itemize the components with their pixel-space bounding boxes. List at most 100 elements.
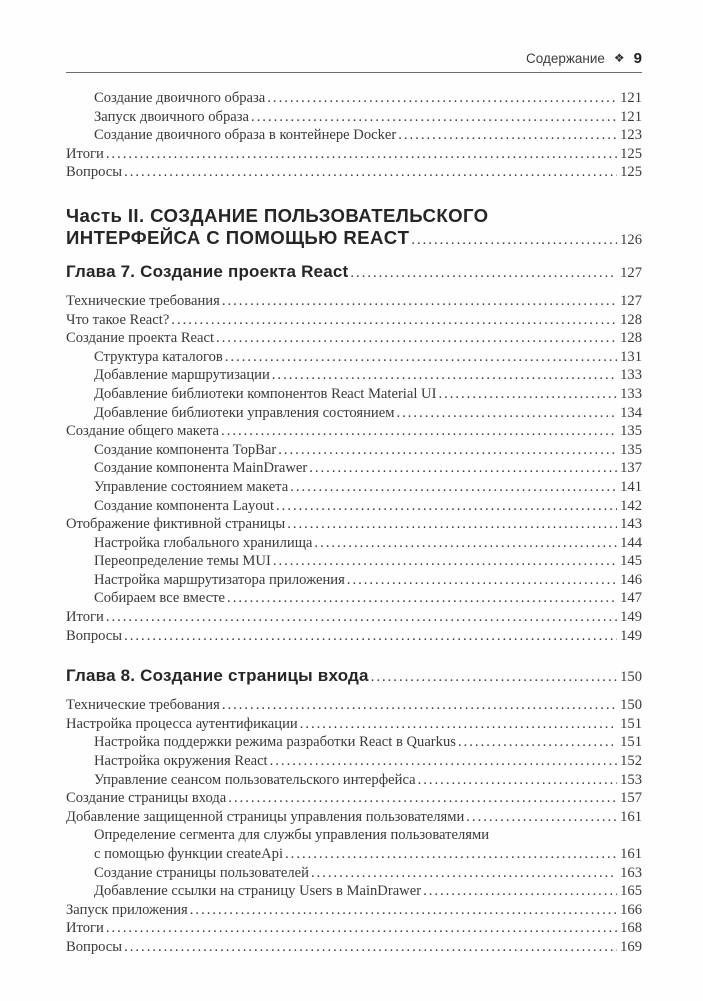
- dot-leader: [124, 627, 617, 646]
- toc-row: Что такое React? 128: [66, 311, 642, 330]
- toc-entry-page-number: 168: [620, 920, 642, 937]
- dot-leader: [466, 808, 617, 827]
- dot-leader: [285, 845, 617, 864]
- dot-leader: [278, 441, 617, 460]
- toc-entry-text: с помощью функции createApi: [94, 846, 284, 862]
- toc-entry-page-number: 126: [620, 231, 642, 248]
- dot-leader: [371, 667, 617, 687]
- toc-row: Создание двоичного образа 121: [66, 89, 642, 108]
- toc-row: Отображение фиктивной страницы 143: [66, 515, 642, 534]
- toc-row: Итоги 168: [66, 919, 642, 938]
- toc-entry-text: Настройка окружения React: [94, 753, 268, 770]
- page-content: Содержание ❖ 9 Создание двоичного образа…: [66, 50, 642, 957]
- toc-entry-page-number: 161: [620, 808, 642, 825]
- toc-row: Глава 8. Создание страницы входа 150: [66, 666, 642, 687]
- toc-entry-page-number: 153: [620, 771, 642, 788]
- toc-row: Итоги 149: [66, 608, 642, 627]
- toc-entry-page-number: 149: [620, 609, 642, 626]
- toc-entry-text: Создание компонента MainDrawer: [94, 460, 308, 477]
- dot-leader: [216, 329, 617, 348]
- toc-entry-text: Часть II. СОЗДАНИЕ ПОЛЬЗОВАТЕЛЬСКОГО: [66, 204, 489, 226]
- dot-leader: [106, 608, 617, 627]
- dot-leader: [396, 404, 617, 423]
- toc-entry-text: Вопросы: [66, 938, 123, 955]
- toc-row: Часть II. СОЗДАНИЕ ПОЛЬЗОВАТЕЛЬСКОГО: [66, 205, 642, 227]
- toc-entry-page-number: 127: [620, 264, 642, 281]
- toc-entry-page-number: 133: [620, 367, 642, 384]
- toc-entry-page-number: 142: [620, 497, 642, 514]
- toc-row: Настройка глобального хранилища 144: [66, 534, 642, 553]
- toc-row: Создание проекта React 128: [66, 329, 642, 348]
- table-of-contents: Создание двоичного образа 121 Запуск дво…: [66, 89, 642, 957]
- toc-entry-text: Вопросы: [66, 627, 123, 644]
- dot-leader: [124, 938, 617, 957]
- dot-leader: [251, 108, 617, 127]
- toc-entry-page-number: 121: [620, 108, 642, 125]
- toc-entry-page-number: 135: [620, 423, 642, 440]
- toc-entry-text: Настройка глобального хранилища: [94, 534, 313, 551]
- dot-leader: [300, 715, 617, 734]
- toc-row: Добавление библиотеки компонентов React …: [66, 385, 642, 404]
- dot-leader: [411, 229, 617, 251]
- toc-row: Переопределение темы MUI 145: [66, 552, 642, 571]
- dot-leader: [311, 864, 617, 883]
- dot-leader: [309, 459, 617, 478]
- toc-entry-text: Запуск двоичного образа: [94, 108, 249, 125]
- toc-row: Настройка процесса аутентификации 151: [66, 715, 642, 734]
- toc-entry-text: Добавление маршрутизации: [94, 367, 270, 384]
- toc-entry-page-number: 161: [620, 846, 642, 862]
- toc-entry-text: Собираем все вместе: [94, 590, 226, 607]
- toc-entry-text: Итоги: [66, 145, 104, 162]
- toc-entry-text: Настройка процесса аутентификации: [66, 715, 298, 732]
- toc-row: Управление сеансом пользовательского инт…: [66, 771, 642, 790]
- toc-entry-page-number: 121: [620, 90, 642, 106]
- toc-row: Создание страницы пользователей 163: [66, 864, 642, 883]
- toc-row: Итоги 125: [66, 145, 642, 164]
- dot-leader: [290, 478, 617, 497]
- toc-entry-page-number: 133: [620, 385, 642, 402]
- toc-entry-text: Настройка маршрутизатора приложения: [94, 571, 345, 588]
- toc-entry-page-number: 145: [620, 553, 642, 570]
- toc-entry-text: Создание двоичного образа: [94, 90, 266, 106]
- dot-leader: [458, 733, 617, 752]
- dot-leader: [190, 901, 617, 920]
- toc-row: Управление состоянием макета 141: [66, 478, 642, 497]
- dot-leader: [273, 552, 617, 571]
- toc-entry-text: Отображение фиктивной страницы: [66, 516, 286, 533]
- dot-leader: [272, 366, 617, 385]
- toc-entry-text: Создание компонента TopBar: [94, 441, 277, 458]
- toc-entry-text: Структура каталогов: [94, 348, 223, 365]
- toc-row: Создание общего макета 135: [66, 422, 642, 441]
- toc-row: Определение сегмента для службы управлен…: [66, 826, 642, 845]
- dot-leader: [227, 589, 617, 608]
- toc-entry-text: Создание двоичного образа в контейнере D…: [94, 127, 397, 144]
- dot-leader: [314, 534, 617, 553]
- dot-leader: [267, 89, 617, 108]
- toc-entry-text: Глава 8. Создание страницы входа: [66, 666, 369, 686]
- toc-row: Настройка окружения React 152: [66, 752, 642, 771]
- dot-leader: [418, 771, 618, 790]
- toc-entry-page-number: 125: [620, 164, 642, 181]
- toc-entry-text: Переопределение темы MUI: [94, 553, 271, 570]
- toc-entry-page-number: 150: [620, 697, 642, 714]
- toc-row: Глава 7. Создание проекта React 127: [66, 262, 642, 283]
- toc-row: Настройка поддержки режима разработки Re…: [66, 733, 642, 752]
- dot-leader: [222, 292, 617, 311]
- toc-entry-page-number: 146: [620, 571, 642, 588]
- toc-row: Добавление ссылки на страницу Users в Ma…: [66, 882, 642, 901]
- dot-leader: [287, 515, 617, 534]
- toc-entry-page-number: 163: [620, 864, 642, 881]
- dot-leader: [124, 163, 617, 182]
- toc-row: Добавление маршрутизации 133: [66, 366, 642, 385]
- toc-entry-text: Создание страницы пользователей: [94, 864, 309, 881]
- toc-row: Собираем все вместе 147: [66, 589, 642, 608]
- toc-entry-page-number: 151: [620, 715, 642, 732]
- toc-entry-text: Добавление библиотеки компонентов React …: [94, 385, 437, 402]
- toc-entry-text: Технические требования: [66, 292, 220, 309]
- toc-entry-page-number: 144: [620, 534, 642, 551]
- toc-entry-page-number: 147: [620, 590, 642, 607]
- toc-entry-text: Настройка поддержки режима разработки Re…: [94, 734, 456, 751]
- dot-leader: [221, 422, 617, 441]
- toc-entry-page-number: 125: [620, 145, 642, 162]
